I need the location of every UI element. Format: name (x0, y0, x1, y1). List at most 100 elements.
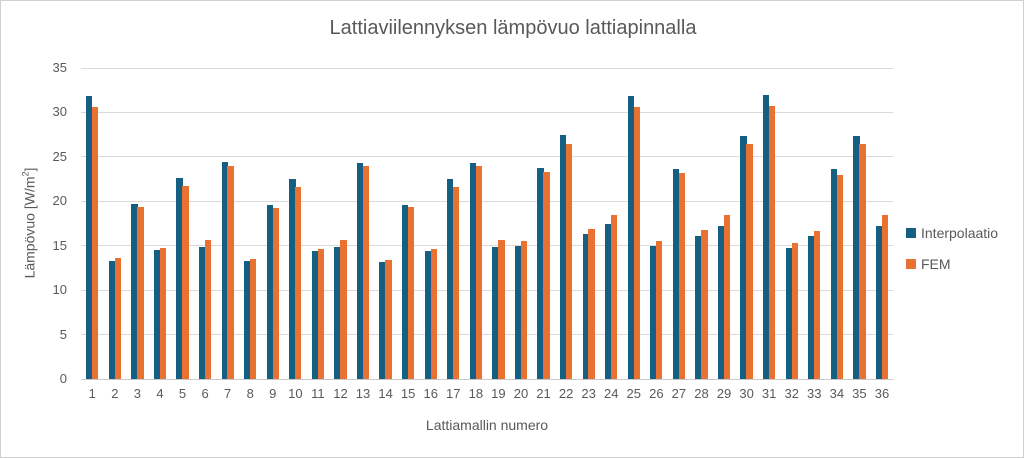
bar-interpolaatio-3 (131, 203, 138, 379)
bar-fem-21 (543, 171, 550, 379)
bar-group (555, 68, 578, 379)
bars (81, 68, 893, 379)
x-tick-label: 14 (378, 386, 393, 401)
bar-fem-13 (362, 165, 370, 379)
bar-group (81, 68, 104, 379)
bar-group (600, 68, 623, 379)
bar-group (623, 68, 646, 379)
bar-interpolaatio-33 (808, 235, 815, 379)
bar-fem-7 (227, 165, 234, 379)
bar-group (487, 68, 510, 379)
bar-group (577, 68, 600, 379)
bar-group (690, 68, 713, 379)
bar-interpolaatio-17 (447, 179, 454, 379)
bar-interpolaatio-32 (785, 247, 792, 379)
bar-interpolaatio-6 (198, 246, 206, 379)
bar-fem-26 (656, 241, 663, 379)
legend-label: Interpolaatio (921, 225, 999, 241)
bar-group (713, 68, 736, 379)
bar-interpolaatio-34 (830, 169, 838, 379)
bar-fem-19 (498, 240, 505, 379)
bar-fem-10 (295, 187, 302, 379)
bar-interpolaatio-1 (86, 95, 93, 379)
bar-group (645, 68, 668, 379)
legend: Interpolaatio FEM (906, 225, 998, 272)
x-tick-label: 35 (852, 386, 867, 401)
bar-interpolaatio-14 (379, 261, 386, 379)
bar-group (216, 68, 239, 379)
bar-group (262, 68, 285, 379)
bar-group (758, 68, 781, 379)
x-tick-label: 5 (178, 386, 187, 401)
bar-group (126, 68, 149, 379)
bar-fem-5 (182, 186, 189, 379)
gridline (81, 245, 893, 247)
bar-group (171, 68, 194, 379)
bar-interpolaatio-23 (582, 234, 589, 379)
bar-interpolaatio-15 (402, 204, 409, 379)
bar-group (194, 68, 217, 379)
y-tick-label: 20 (52, 193, 67, 209)
bar-fem-20 (520, 241, 528, 379)
bar-interpolaatio-20 (514, 245, 522, 379)
x-tick-label: 4 (156, 386, 164, 401)
x-tick-label: 25 (626, 386, 642, 401)
bar-fem-25 (633, 107, 640, 379)
bar-fem-35 (859, 144, 866, 379)
bar-group (532, 68, 555, 379)
bar-fem-12 (340, 240, 347, 379)
x-tick-label: 6 (201, 386, 209, 401)
bar-fem-11 (317, 249, 324, 379)
bar-fem-6 (204, 240, 212, 379)
bar-group (104, 68, 127, 379)
bar-fem-14 (385, 259, 392, 379)
x-tick-label: 32 (784, 386, 799, 401)
bar-fem-27 (678, 172, 685, 379)
plot-area (81, 67, 893, 380)
x-tick-label: 19 (491, 386, 506, 401)
bar-group (419, 68, 442, 379)
x-tick-label: 9 (269, 386, 277, 401)
bar-interpolaatio-11 (311, 251, 319, 379)
x-tick-label: 33 (807, 386, 822, 401)
bar-group (442, 68, 465, 379)
x-axis-line (81, 378, 893, 380)
bar-interpolaatio-4 (153, 250, 161, 379)
y-axis-title: Lämpövuo [W/m2] (20, 167, 38, 279)
x-tick-label: 7 (224, 386, 232, 401)
bar-fem-22 (565, 143, 573, 379)
x-tick-label: 23 (581, 386, 596, 401)
bar-group (803, 68, 826, 379)
x-tick-label: 18 (468, 386, 484, 401)
bar-interpolaatio-13 (356, 163, 364, 379)
bar-group (668, 68, 691, 379)
bar-fem-31 (768, 106, 776, 379)
bar-fem-8 (250, 259, 257, 379)
bar-group (307, 68, 330, 379)
x-tick-label: 34 (829, 386, 845, 401)
bar-interpolaatio-9 (266, 204, 273, 379)
bar-fem-30 (746, 144, 753, 379)
x-tick-label: 31 (761, 386, 777, 401)
bar-fem-2 (114, 258, 121, 379)
x-tick-label: 3 (133, 386, 142, 401)
y-tick-label: 30 (52, 104, 67, 120)
x-tick-label: 1 (88, 386, 96, 401)
bar-fem-4 (159, 248, 167, 379)
bar-interpolaatio-7 (221, 162, 228, 379)
bar-fem-32 (791, 243, 798, 379)
bar-group (149, 68, 172, 379)
bar-interpolaatio-12 (334, 246, 341, 379)
bar-interpolaatio-26 (650, 245, 657, 379)
x-tick-label: 17 (446, 386, 461, 401)
x-tick-label: 27 (671, 386, 687, 401)
gridline (81, 200, 893, 202)
bar-fem-1 (92, 107, 99, 379)
bar-group (397, 68, 420, 379)
x-tick-label: 16 (423, 386, 438, 401)
x-tick-label: 2 (111, 386, 119, 401)
bar-fem-16 (430, 249, 437, 379)
gridline (81, 111, 893, 113)
bar-interpolaatio-2 (108, 260, 116, 379)
